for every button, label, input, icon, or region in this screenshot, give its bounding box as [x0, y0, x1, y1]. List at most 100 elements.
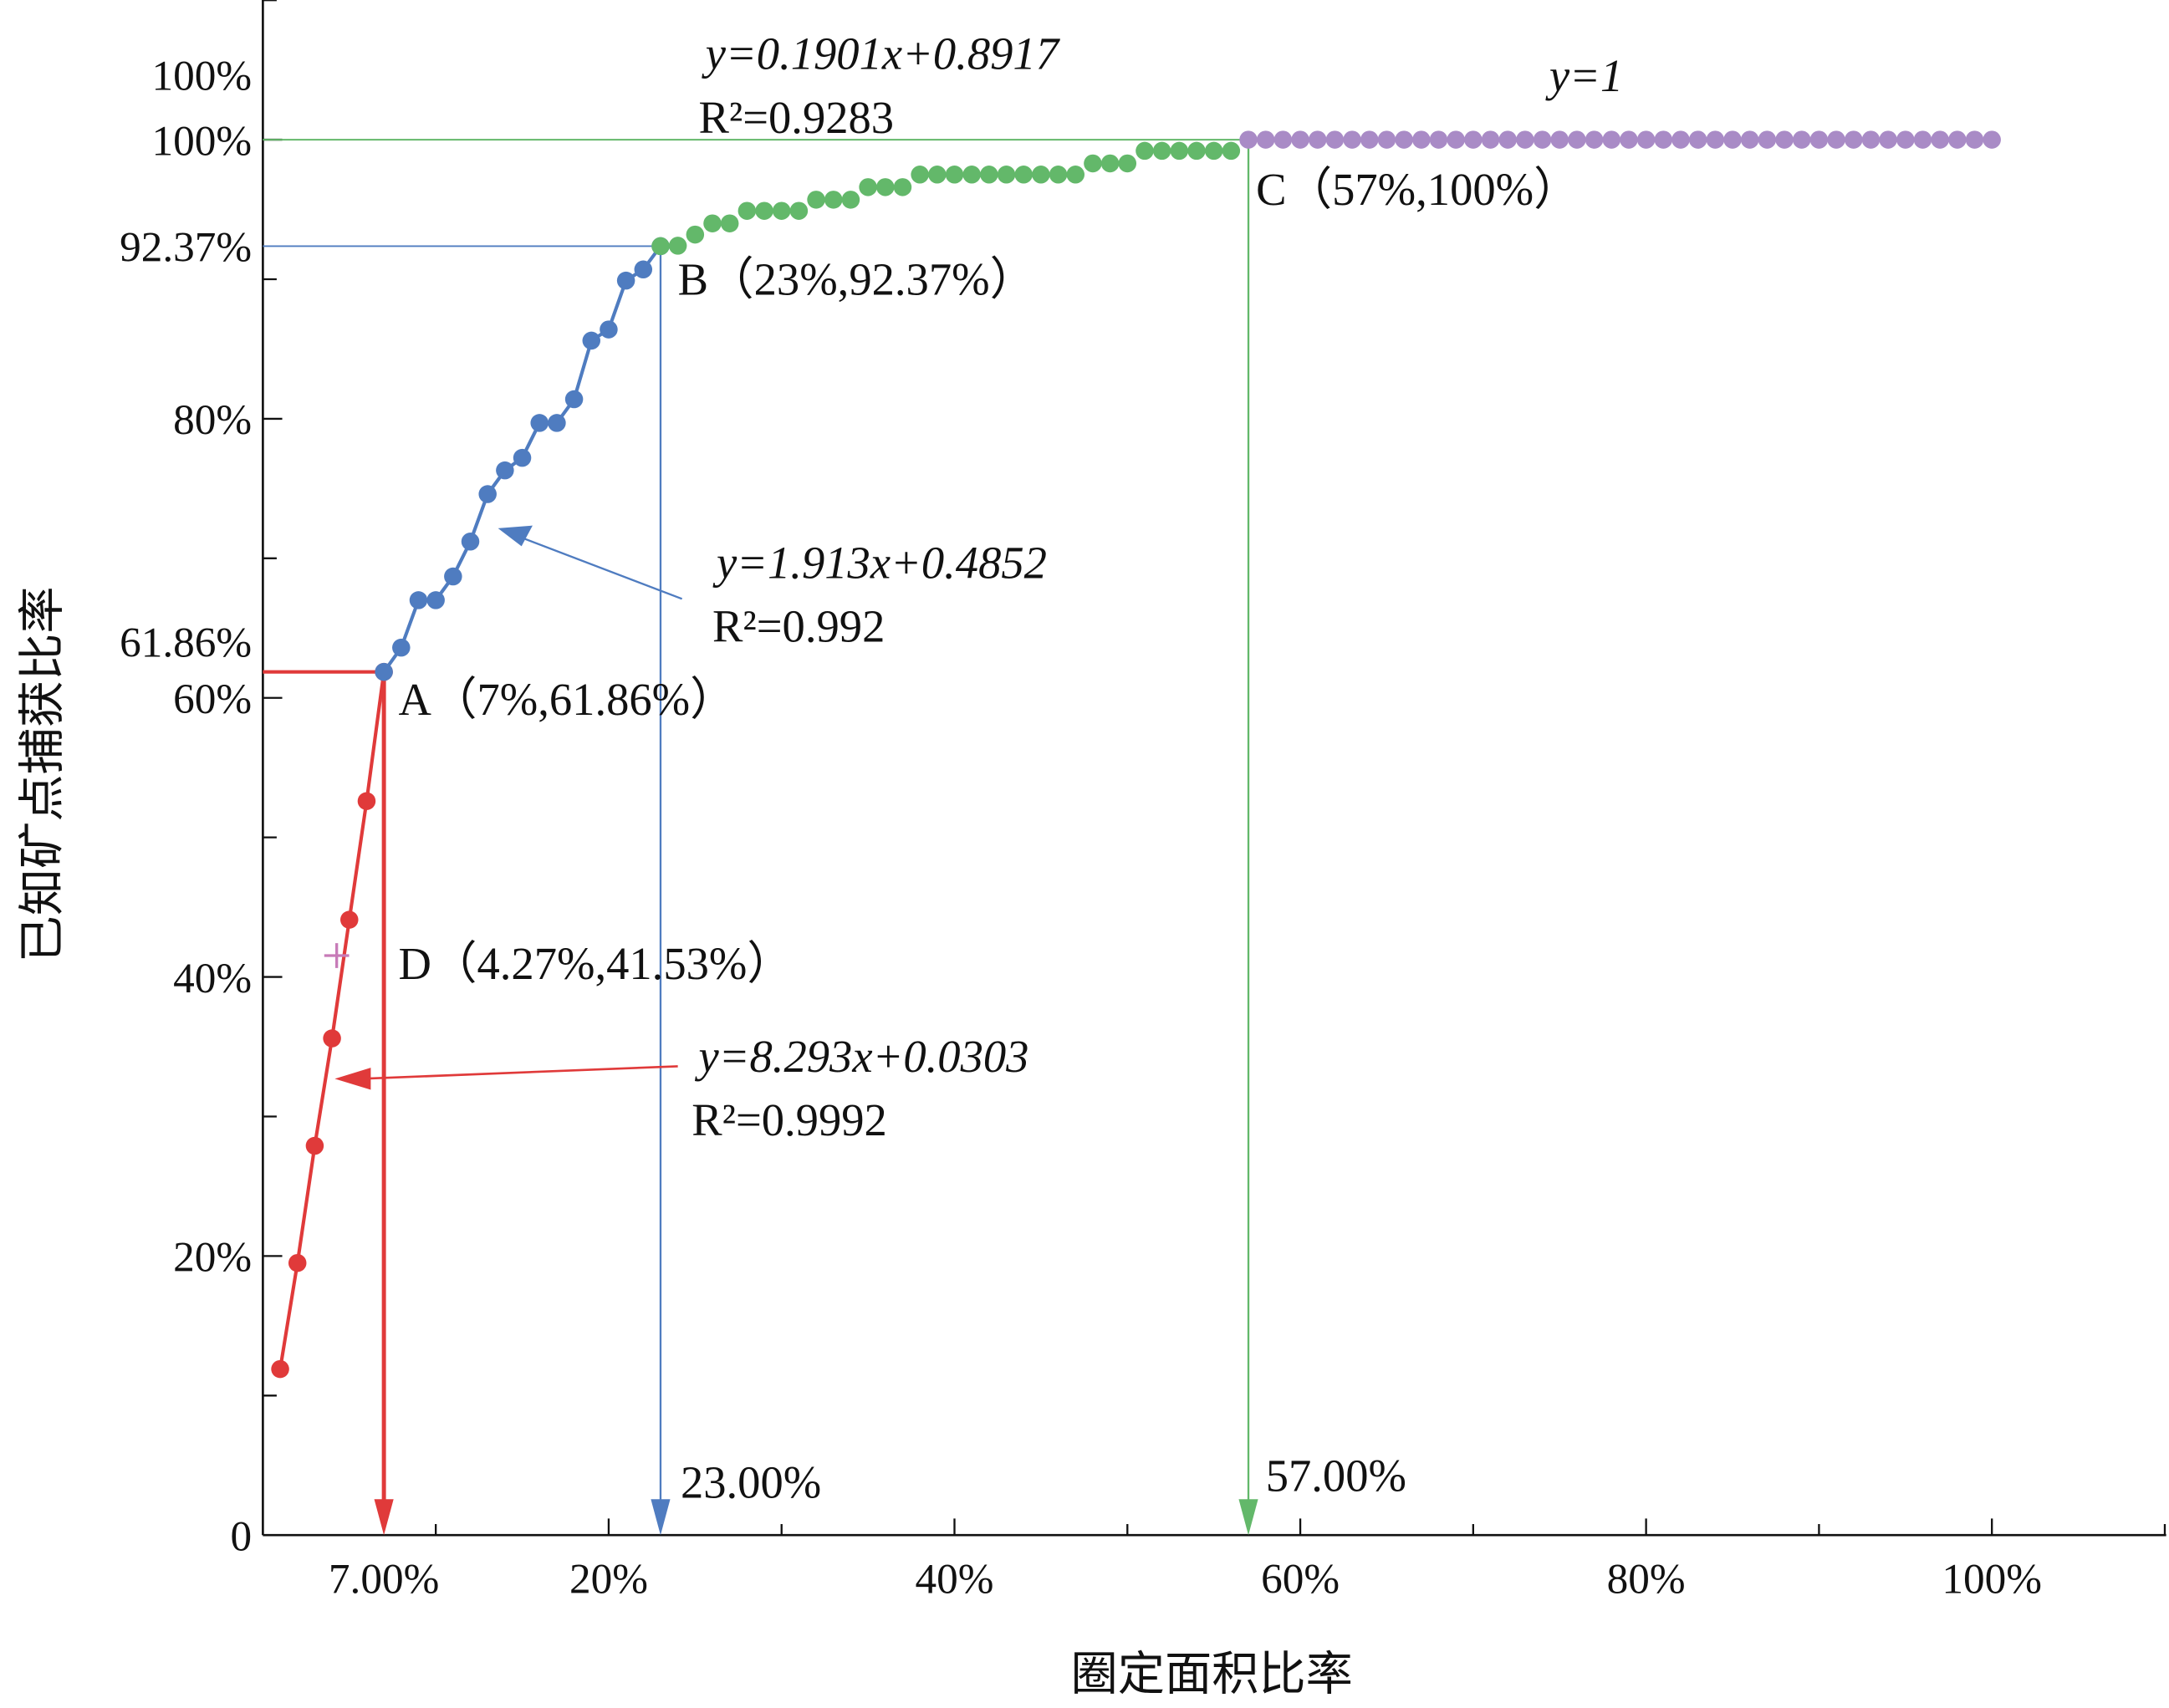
data-point-segment-2	[409, 591, 428, 609]
x-tick-label: 60%	[1261, 1556, 1340, 1603]
y-tick-label: 61.86%	[120, 619, 252, 666]
data-point-segment-4	[1740, 130, 1759, 149]
data-point-segment-2	[392, 638, 411, 657]
axes	[262, 0, 2166, 1537]
data-point-segment-4	[1879, 130, 1897, 149]
data-point-segment-3	[980, 166, 998, 184]
data-point-segment-4	[1965, 130, 1984, 149]
data-point-segment-4	[1861, 130, 1881, 149]
data-point-segment-3	[893, 178, 912, 196]
data-point-segment-2	[634, 260, 653, 279]
data-point-segment-4	[1498, 130, 1517, 149]
data-point-segment-3	[928, 166, 947, 184]
x-tick-label: 80%	[1607, 1556, 1686, 1603]
data-point-segment-2	[564, 390, 584, 409]
data-point-segment-4	[1671, 130, 1690, 149]
data-point-segment-4	[1758, 130, 1777, 149]
data-point-segment-3	[1066, 166, 1084, 184]
fit-r2-seg3: R²=0.9283	[698, 92, 894, 143]
data-point-segment-4	[1429, 130, 1448, 149]
data-point-segment-4	[1845, 130, 1863, 149]
fit-r2-seg2: R²=0.992	[712, 601, 885, 652]
data-point-segment-4	[1688, 130, 1707, 149]
data-point-segment-3	[686, 225, 705, 244]
fit-r2-seg1: R²=0.9992	[692, 1094, 887, 1145]
data-point-segment-4	[1256, 130, 1275, 149]
data-point-segment-4	[1827, 130, 1845, 149]
data-point-segment-1	[323, 1029, 341, 1048]
data-point-segment-1	[305, 1136, 324, 1155]
data-point-segment-4	[1447, 130, 1465, 149]
data-point-segment-3	[737, 201, 757, 220]
data-point-segment-3	[772, 201, 791, 220]
data-point-segment-2	[496, 461, 514, 480]
data-point-segment-2	[426, 591, 445, 609]
data-point-segment-4	[1464, 130, 1483, 149]
tick-labels: 7.00% 20% 40% 60% 80% 100% 0 20% 40% 60% 61.86% 80%…	[120, 53, 2042, 1603]
annotation-arrowhead-seg1	[334, 1068, 371, 1090]
x-tick-label: 100%	[1942, 1556, 2042, 1603]
y-tick-label: 80%	[173, 396, 252, 444]
y-tick-label: 0	[231, 1512, 253, 1560]
data-point-segment-4	[1706, 130, 1725, 149]
data-point-segment-3	[1049, 166, 1068, 184]
x-axis-title: 圈定面积比率	[1070, 1647, 1352, 1701]
y-tick-label: 20%	[173, 1234, 252, 1282]
data-point-segment-2	[375, 662, 393, 681]
data-point-segment-3	[1014, 166, 1033, 184]
data-point-segment-1	[357, 792, 376, 811]
x-tick-label: 7.00%	[329, 1556, 439, 1603]
data-point-segment-4	[1931, 130, 1949, 149]
data-point-segment-2	[444, 567, 462, 586]
data-point-segment-3	[911, 166, 929, 184]
data-point-segment-3	[1204, 141, 1223, 161]
point-d-label: D（4.27%,41.53%）	[398, 938, 792, 989]
point-a-label: A（7%,61.86%）	[398, 674, 735, 725]
data-point-segment-1	[340, 910, 359, 929]
data-point-segment-3	[755, 201, 773, 220]
data-point-segment-3	[1170, 141, 1189, 161]
data-point-segment-1	[288, 1253, 307, 1272]
data-point-segment-3	[962, 166, 981, 184]
data-point-segment-4	[1516, 130, 1534, 149]
data-point-segment-3	[668, 237, 687, 255]
data-point-segment-3	[789, 201, 809, 220]
data-point-segment-3	[1084, 154, 1102, 173]
point-d-marker	[324, 943, 350, 968]
y-tick-label: 100%	[152, 117, 253, 165]
data-point-segment-3	[1222, 141, 1241, 161]
data-point-segment-3	[651, 237, 670, 256]
data-point-segment-4	[1896, 130, 1915, 149]
annotation-arrow-seg1	[362, 1065, 678, 1080]
data-point-segment-4	[1620, 130, 1638, 149]
data-point-segment-4	[1792, 130, 1811, 149]
data-point-segment-3	[807, 191, 825, 209]
data-point-segment-4	[1654, 130, 1673, 149]
fit-eq-seg4: y=1	[1545, 50, 1623, 101]
fit-eq-seg1: y=8.293x+0.0303	[694, 1031, 1028, 1082]
data-point-segment-3	[997, 166, 1016, 184]
data-point-segment-4	[1412, 130, 1431, 149]
data-point-segment-4	[1775, 130, 1794, 149]
x-tick-label: 20%	[569, 1556, 648, 1603]
data-point-segment-3	[703, 214, 722, 232]
data-point-segment-4	[1550, 130, 1569, 149]
data-point-segment-3	[1032, 166, 1050, 184]
data-point-segment-2	[616, 271, 635, 290]
data-point-segment-3	[1152, 141, 1171, 161]
data-point-segment-4	[1533, 130, 1552, 149]
point-b-label: B（23%,92.37%）	[678, 253, 1036, 304]
data-point-segment-4	[1308, 130, 1327, 149]
ref-v-c-arrowhead	[1238, 1499, 1258, 1536]
reference-lines	[263, 139, 1258, 1536]
data-point-segment-2	[461, 533, 480, 551]
data-point-segment-4	[1360, 130, 1379, 149]
data-point-segment-3	[876, 178, 895, 196]
fit-eq-seg2: y=1.913x+0.4852	[712, 537, 1047, 588]
data-point-segment-4	[1809, 130, 1829, 149]
data-point-segment-4	[1585, 130, 1604, 149]
data-point-segment-3	[1100, 154, 1120, 173]
ref-label-23: 23.00%	[681, 1457, 821, 1508]
data-point-segment-4	[1602, 130, 1621, 149]
fit-eq-seg3: y=0.1901x+0.8917	[702, 28, 1061, 79]
